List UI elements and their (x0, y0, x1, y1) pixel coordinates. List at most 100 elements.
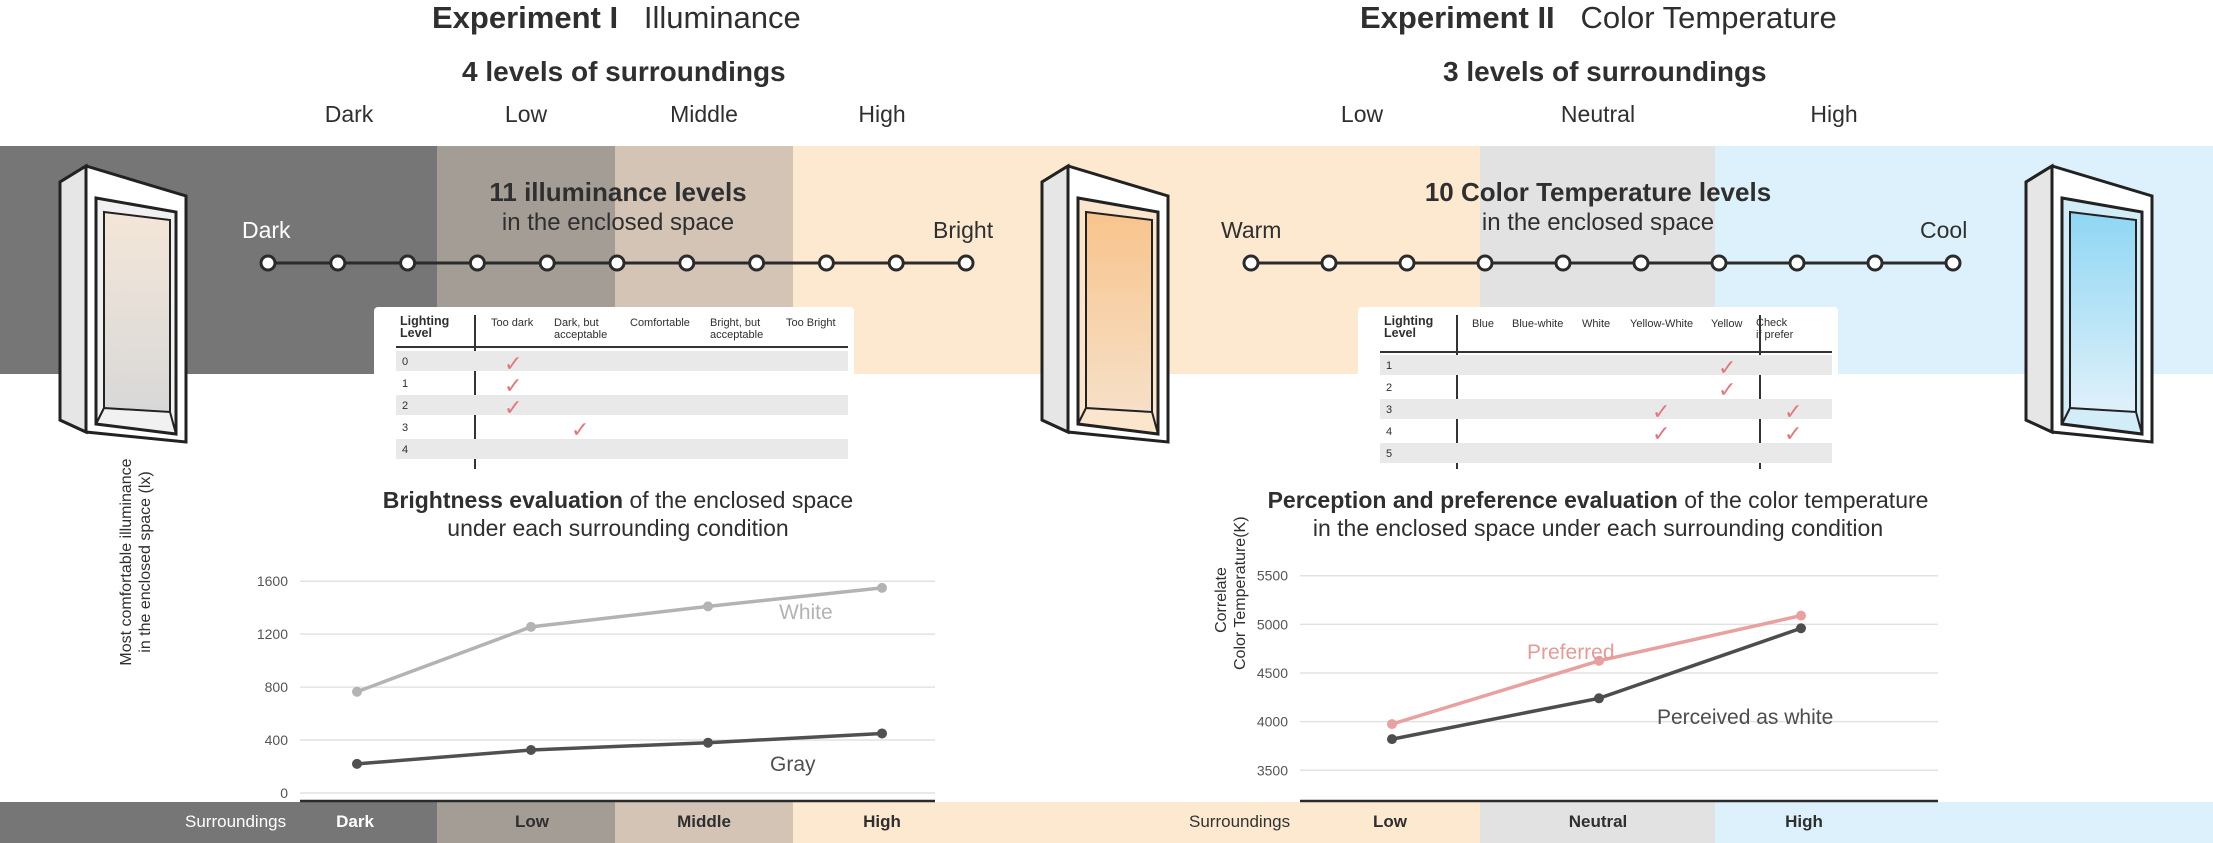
exp1-bottom-low: Low (515, 812, 549, 831)
exp1-caption-rest: of the enclosed space (623, 487, 854, 513)
exp2-col-yellow-white: Yellow-White (1630, 318, 1694, 330)
exp1-row-label-4: 4 (402, 444, 409, 456)
exp1-scale-point (399, 254, 417, 272)
exp1-data-point (877, 582, 887, 593)
exp1-table-header-level-line1: Lighting (400, 314, 450, 328)
exp2-scale-point (1554, 254, 1572, 272)
exp1-table-header-rule (396, 346, 848, 348)
exp1-data-point (352, 758, 362, 769)
exp1-y-tick-label: 400 (265, 732, 289, 748)
exp2-row-label-1: 1 (1386, 360, 1393, 372)
exp2-y-tick-label: 5000 (1257, 616, 1288, 632)
exp2-caption-rest: of the color temperature (1677, 487, 1929, 513)
exp2-table-prefer-rule (1759, 315, 1761, 469)
check-icon: ✓ (1652, 399, 1671, 424)
exp2-row-label-4: 4 (1386, 426, 1393, 438)
exp1-bottom-dark: Dark (336, 812, 374, 831)
exp1-scale-heading: 11 illuminance levels (489, 177, 747, 207)
exp1-series-line-0 (356, 586, 883, 694)
exp2-data-point (1796, 623, 1806, 634)
exp2-y-tick-label: 5500 (1257, 568, 1288, 584)
exp1-col-bright-acceptable: Bright, but acceptable (710, 317, 764, 341)
bottom-band-neutral (1480, 802, 1715, 843)
exp1-title-bold: Experiment I (432, 0, 619, 35)
exp2-y-tick-label: 4000 (1257, 714, 1288, 730)
exp2-enclosure-icon (2024, 163, 2154, 444)
exp1-title-rest: Illuminance (643, 0, 801, 35)
exp2-row-label-2: 2 (1386, 382, 1393, 394)
exp1-level-middle: Middle (670, 101, 738, 127)
exp2-scale-point (1398, 254, 1416, 272)
exp2-data-point (1594, 655, 1604, 666)
exp1-col-dark-acceptable: Dark, but acceptable (554, 317, 608, 341)
exp1-scale-subheading: in the enclosed space (501, 209, 735, 236)
table-row (396, 351, 848, 371)
exp2-scale-point (1788, 254, 1806, 272)
exp1-scale-point (678, 254, 696, 272)
exp1-scale-right-label: Bright (933, 217, 994, 243)
check-icon: ✓ (571, 417, 590, 442)
exp2-table-header-level-line2: Level (1384, 326, 1416, 340)
exp2-level-low: Low (1340, 101, 1384, 127)
exp2-scale-point (1320, 254, 1338, 272)
exp1-data-point (877, 728, 887, 739)
exp1-y-tick-label: 800 (265, 679, 289, 695)
exp1-bottom-high: High (863, 812, 901, 831)
exp1-data-point (703, 601, 713, 612)
exp1-series-label-gray: Gray (770, 753, 816, 776)
exp1-scale-point (538, 254, 556, 272)
exp2-scale-point (1632, 254, 1650, 272)
exp2-row-label-3: 3 (1386, 404, 1393, 416)
exp1-bottom-surroundings: Surroundings (185, 812, 287, 831)
exp1-table-header-level-line2: Level (400, 326, 432, 340)
bottom-band-dark (0, 802, 437, 843)
bottom-band-middle (615, 802, 793, 843)
exp1-data-point (526, 744, 536, 755)
exp-middle-enclosure-icon (1040, 163, 1170, 444)
exp2-level-neutral: Neutral (1560, 101, 1636, 127)
check-icon: ✓ (1718, 355, 1737, 380)
check-icon: ✓ (1784, 399, 1803, 424)
exp1-table-column-rule (474, 315, 476, 469)
exp2-scale-point (1710, 254, 1728, 272)
exp1-y-tick-label: 1600 (257, 573, 288, 589)
exp1-y-axis-title-line2: in the enclosed space (lx) (137, 471, 154, 653)
exp1-scale-point (259, 254, 277, 272)
exp2-evaluation-table: Lighting Level Blue Blue-white White Yell… (1358, 307, 1838, 471)
exp2-data-point (1796, 610, 1806, 621)
exp1-bottom-middle: Middle (677, 812, 731, 831)
exp2-table-header-level-line1: Lighting (1384, 314, 1434, 328)
exp1-scale-point (748, 254, 766, 272)
exp2-title: Experiment II Color Temperature (1360, 0, 1837, 36)
check-icon: ✓ (1718, 377, 1737, 402)
exp2-title-rest: Color Temperature (1580, 0, 1837, 35)
exp2-table-column-rule (1456, 315, 1458, 469)
exp2-scale-point (1944, 254, 1962, 272)
exp1-data-point (526, 621, 536, 632)
exp2-series-label-preferred: Preferred (1527, 641, 1615, 664)
exp1-scale-point (468, 254, 486, 272)
exp2-surroundings-heading: 3 levels of surroundings (1443, 56, 1767, 87)
exp2-scale-point (1476, 254, 1494, 272)
exp2-data-point (1594, 693, 1604, 704)
exp1-scale-point (887, 254, 905, 272)
exp2-col-white: White (1582, 318, 1611, 330)
exp1-col-too-bright: Too Bright (786, 317, 836, 329)
exp1-col-too-dark: Too dark (491, 317, 534, 329)
exp2-bottom-neutral: Neutral (1568, 812, 1628, 831)
table-row (1380, 399, 1832, 419)
exp1-chart-caption: Brightness evaluation of the enclosed sp… (383, 486, 853, 542)
exp1-row-label-3: 3 (402, 422, 409, 434)
exp2-y-tick-label: 3500 (1257, 762, 1288, 778)
check-icon: ✓ (1784, 421, 1803, 446)
exp2-scale-left-label: Warm (1221, 217, 1282, 243)
exp1-scale-point (329, 254, 347, 272)
exp2-table-header-rule (1380, 351, 1832, 353)
exp1-level-high: High (858, 101, 906, 127)
table-row (1380, 355, 1832, 375)
exp2-data-point (1387, 719, 1397, 730)
exp1-level-dark: Dark (324, 101, 374, 127)
exp1-scale-left-label: Dark (242, 217, 291, 243)
